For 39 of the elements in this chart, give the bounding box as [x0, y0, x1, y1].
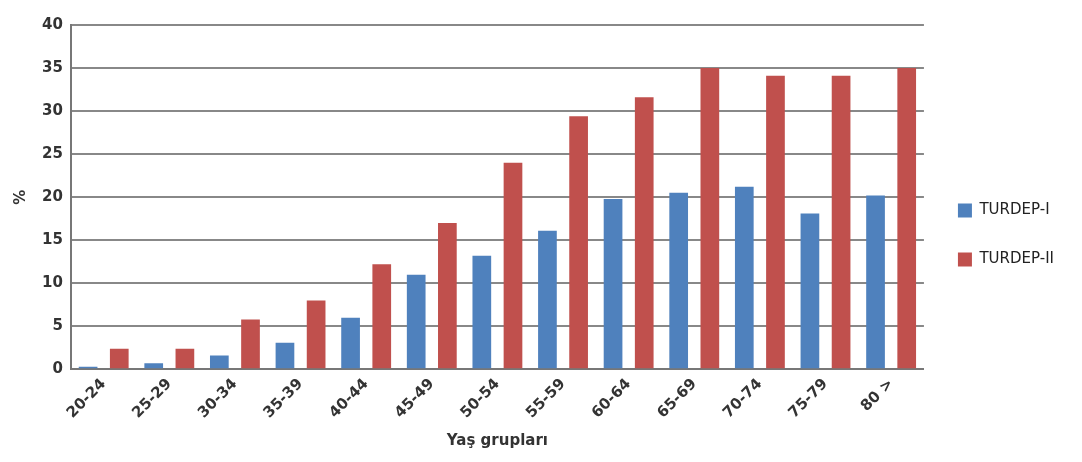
bar — [406, 274, 426, 369]
y-tick-label: 0 — [52, 359, 63, 378]
legend-label: TURDEP-I — [978, 200, 1050, 219]
bar — [897, 68, 917, 369]
bar — [569, 116, 588, 369]
bar — [538, 230, 557, 369]
y-axis-title: % — [10, 189, 29, 205]
bar — [341, 317, 360, 369]
bar — [766, 75, 785, 369]
bar — [734, 186, 754, 369]
y-tick-label: 10 — [42, 273, 63, 292]
bar — [503, 162, 523, 369]
bar — [372, 264, 392, 369]
bar — [144, 363, 164, 369]
bar — [438, 223, 457, 369]
bar — [275, 342, 295, 369]
bar — [306, 300, 326, 369]
y-tick-label: 25 — [42, 144, 63, 163]
x-axis-title: Yaş grupları — [445, 430, 548, 449]
bar — [669, 192, 689, 369]
y-tick-label: 30 — [42, 100, 63, 119]
bar — [800, 213, 820, 369]
y-tick-label: 15 — [42, 230, 63, 249]
bar — [175, 348, 195, 369]
bar — [241, 319, 260, 369]
y-tick-label: 35 — [42, 57, 63, 76]
bar — [700, 68, 720, 369]
bar — [209, 355, 229, 369]
bar — [831, 75, 851, 369]
bar — [109, 348, 129, 369]
bar — [634, 97, 654, 369]
y-tick-label: 20 — [42, 187, 63, 206]
bar — [472, 255, 492, 369]
bar — [603, 198, 623, 369]
y-tick-label: 5 — [52, 316, 63, 335]
x-tick-label: 80 > — [856, 374, 897, 415]
legend-label: TURDEP-II — [978, 249, 1055, 268]
y-tick-label: 40 — [42, 14, 63, 33]
bar — [866, 195, 885, 369]
